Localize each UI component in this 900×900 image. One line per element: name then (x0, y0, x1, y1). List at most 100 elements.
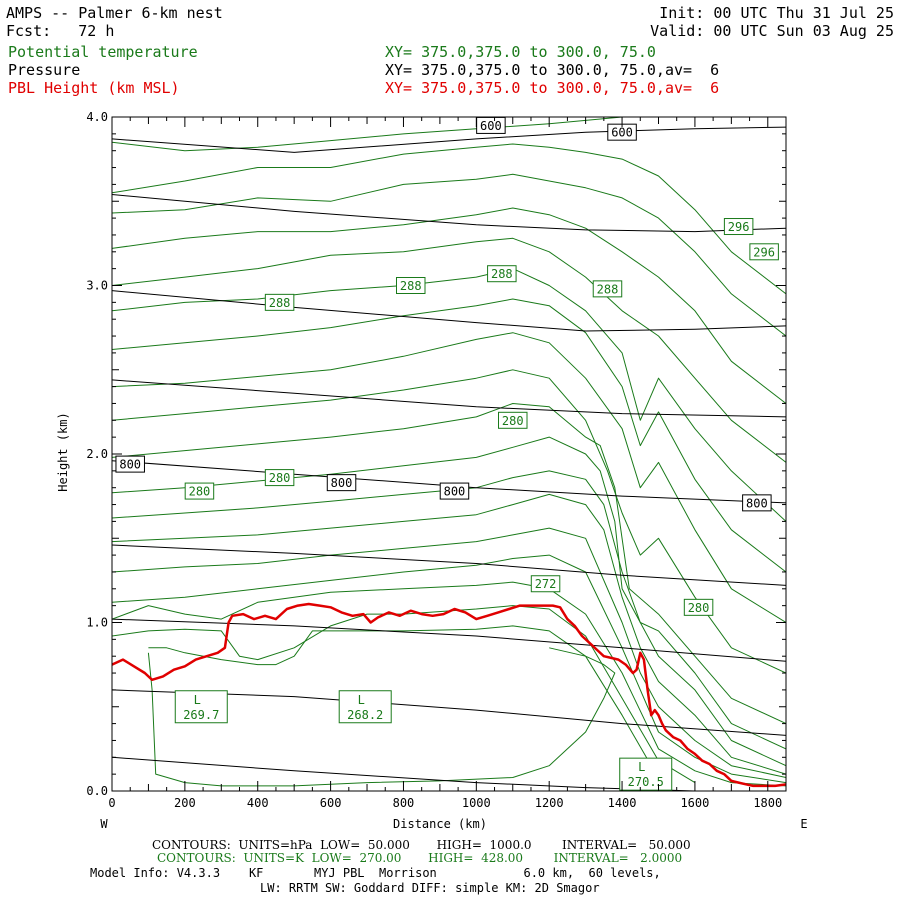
theta-label-3-box (264, 293, 295, 311)
x-tick-label-600: 600 (320, 796, 342, 810)
init-time: Init: 00 UTC Thu 31 Jul 25 (659, 4, 894, 22)
theta-contour-10 (112, 403, 786, 725)
x-tick-label-1800: 1800 (753, 796, 782, 810)
theta-label-11-box (530, 575, 561, 593)
theta-label-3: 288 (269, 296, 291, 310)
pressure-contour-7 (112, 290, 786, 332)
low-center-2-box (338, 690, 392, 724)
pressure-label-3-box (115, 455, 145, 473)
footer-theta-contours: CONTOURS: UNITS=K LOW= 270.00 HIGH= 428.… (157, 851, 683, 865)
theta-contour-4 (112, 207, 786, 404)
theta-label-10: 280 (688, 601, 710, 615)
x-tick-label-800: 800 (393, 796, 415, 810)
east-label: E (800, 817, 807, 831)
y-axis-label: Height (km) (56, 412, 70, 491)
theta-label-8: 280 (189, 485, 211, 499)
theta-label-4-box (395, 277, 426, 294)
y-tick-label-0.0: 0.0 (86, 784, 108, 798)
theta-label-2: 296 (753, 245, 775, 259)
x-tick-label-1600: 1600 (680, 796, 709, 810)
theta-contour-3 (112, 173, 786, 337)
field-pbl-xy: XY= 375.0,375.0 to 300.0, 75.0,av= 6 (385, 79, 720, 97)
footer-pressure-contours: CONTOURS: UNITS=hPa LOW= 50.000 HIGH= 10… (152, 838, 691, 852)
pressure-label-6: 800 (746, 496, 768, 510)
pressure-label-5-box (439, 482, 470, 500)
pressure-label-5: 800 (444, 485, 466, 499)
pbl-height-line (112, 602, 786, 788)
theta-label-5: 288 (491, 267, 513, 281)
theta-contour-1 (112, 117, 786, 152)
pressure-contour-3 (112, 618, 786, 662)
theta-contour-9 (112, 369, 786, 674)
theta-contour-7 (112, 298, 786, 573)
low-center-3-letter: L (638, 760, 645, 774)
theta-label-7-box (498, 411, 528, 429)
pressure-contour-4 (112, 544, 786, 586)
theta-contour-18 (148, 625, 659, 788)
theta-label-1-box (723, 218, 754, 236)
pressure-contour-1 (112, 756, 786, 791)
pressure-contour-6 (112, 379, 786, 418)
pressure-contour-9 (112, 126, 786, 153)
theta-contour-16 (112, 581, 786, 787)
theta-contour-19 (147, 647, 616, 787)
low-center-1-box (174, 690, 228, 724)
x-tick-label-200: 200 (174, 796, 196, 810)
low-center-2-value: 268.2 (347, 708, 383, 722)
low-center-1-letter: L (194, 693, 201, 707)
y-tick-label-2.0: 2.0 (86, 447, 108, 461)
theta-contour-8 (112, 332, 786, 623)
pressure-label-3: 800 (119, 458, 141, 472)
theta-label-7: 280 (502, 414, 524, 428)
theta-label-11: 272 (535, 577, 557, 591)
theta-label-2-box (749, 243, 779, 261)
y-tick-label-4.0: 4.0 (86, 110, 108, 124)
theta-contour-11 (112, 436, 786, 750)
pressure-contour-5 (112, 460, 786, 504)
theta-label-9-box (264, 469, 295, 487)
theta-contour-14 (112, 527, 786, 778)
pressure-label-4: 800 (331, 476, 353, 490)
pressure-label-6-box (742, 494, 772, 512)
theta-label-5-box (487, 265, 517, 283)
x-tick-label-1200: 1200 (535, 796, 564, 810)
field-pressure-name: Pressure (8, 61, 81, 79)
low-center-3-value: 270.5 (628, 775, 664, 789)
footer-model-info: Model Info: V4.3.3 KF MYJ PBL Morrison 6… (90, 866, 661, 880)
x-tick-label-1400: 1400 (608, 796, 637, 810)
theta-contour-13 (112, 493, 786, 775)
theta-contour-12 (112, 470, 786, 767)
pressure-contour-8 (112, 194, 786, 233)
valid-time: Valid: 00 UTC Sun 03 Aug 25 (650, 22, 894, 40)
field-theta-xy: XY= 375.0,375.0 to 300.0, 75.0 (385, 43, 656, 61)
theta-label-9: 280 (269, 471, 291, 485)
low-center-3-box (619, 757, 673, 791)
chart-title: AMPS -- Palmer 6-km nest (6, 4, 223, 22)
theta-label-10-box (683, 598, 714, 616)
theta-label-1: 296 (728, 220, 750, 234)
y-tick-label-1.0: 1.0 (86, 616, 108, 630)
theta-contour-15 (112, 554, 786, 784)
theta-contour-17 (112, 605, 696, 784)
x-tick-label-400: 400 (247, 796, 269, 810)
footer-physics-info: LW: RRTM SW: Goddard DIFF: simple KM: 2D… (260, 881, 600, 895)
field-pbl-name: PBL Height (km MSL) (8, 79, 180, 97)
forecast-hour: Fcst: 72 h (6, 22, 115, 40)
x-tick-label-0: 0 (108, 796, 115, 810)
west-label: W (100, 817, 108, 831)
theta-contour-2 (112, 143, 786, 295)
theta-label-4: 288 (400, 279, 422, 293)
pressure-contour-2 (112, 689, 786, 736)
y-tick-label-3.0: 3.0 (86, 279, 108, 293)
pressure-label-1: 600 (480, 119, 502, 133)
x-axis-label: Distance (km) (393, 817, 487, 831)
theta-label-8-box (184, 482, 215, 500)
theta-label-6-box (592, 280, 623, 298)
theta-contour-5 (112, 237, 786, 463)
pressure-label-4-box (326, 474, 357, 492)
x-tick-label-1000: 1000 (462, 796, 491, 810)
low-center-2-letter: L (358, 693, 365, 707)
pressure-label-2: 600 (611, 126, 633, 140)
field-pressure-xy: XY= 375.0,375.0 to 300.0, 75.0,av= 6 (385, 61, 720, 79)
